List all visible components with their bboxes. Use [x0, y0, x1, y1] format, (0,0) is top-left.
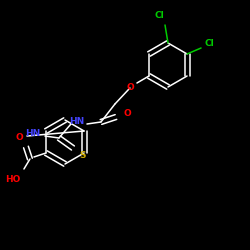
Text: Cl: Cl: [154, 12, 164, 20]
Text: O: O: [15, 134, 23, 142]
Text: Cl: Cl: [204, 40, 214, 48]
Text: HN: HN: [25, 130, 40, 138]
Text: S: S: [80, 152, 86, 160]
Text: HO: HO: [5, 174, 21, 184]
Text: O: O: [126, 84, 134, 92]
Text: O: O: [123, 108, 131, 118]
Text: HN: HN: [69, 118, 84, 126]
